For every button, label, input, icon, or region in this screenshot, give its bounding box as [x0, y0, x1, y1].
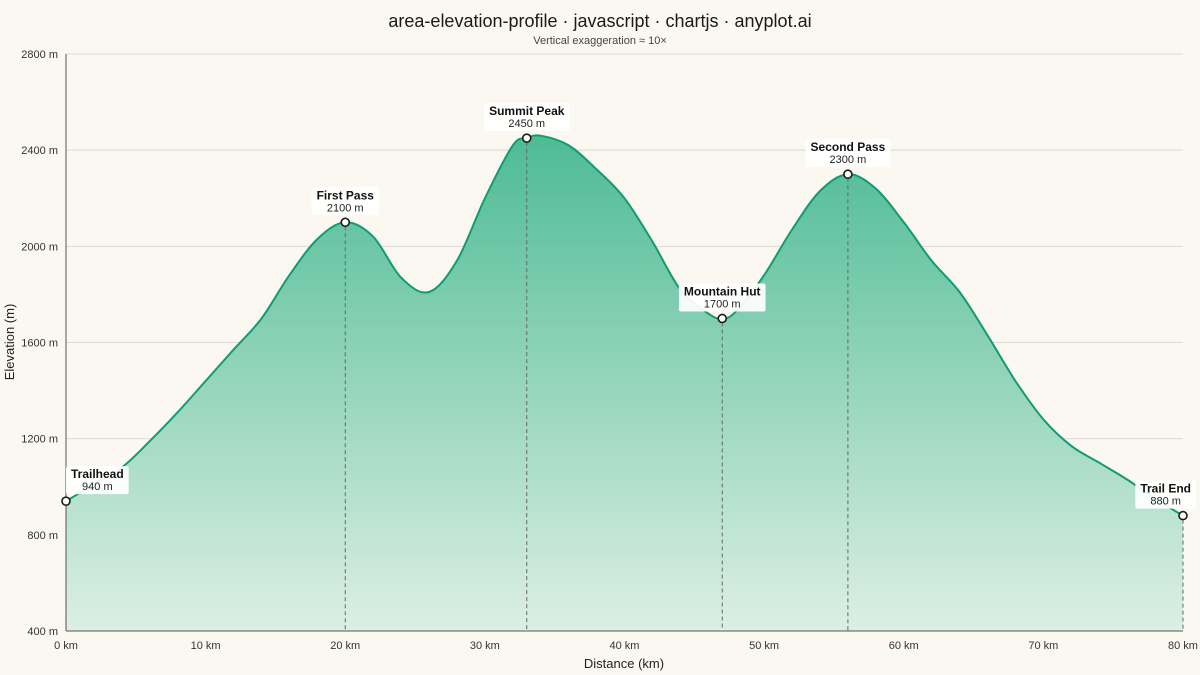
- x-tick-label: 0 km: [54, 640, 78, 652]
- x-tick-label: 40 km: [610, 640, 640, 652]
- waypoint-marker: [340, 217, 351, 228]
- area-fill: [66, 135, 1183, 631]
- axes: 400 m 800 m 1200 m 1600 m 2000 m 2400 m 2800 m…: [21, 49, 1198, 652]
- waypoint-marker: [61, 496, 71, 506]
- y-tick-label: 2400 m: [21, 145, 58, 157]
- y-tick-label: 400 m: [27, 626, 58, 638]
- x-tick-label: 60 km: [889, 640, 919, 652]
- x-tick-label: 50 km: [749, 640, 779, 652]
- waypoint-elevation: 1700 m: [704, 298, 741, 310]
- waypoint-elevation: 940 m: [82, 481, 113, 493]
- waypoint-drop-lines: [65, 142, 1184, 631]
- waypoint-elevation: 2450 m: [508, 118, 545, 130]
- waypoint-marker: [521, 133, 532, 143]
- y-tick-label: 1200 m: [21, 434, 58, 446]
- x-axis-label: Distance (km): [584, 656, 664, 671]
- waypoint-name: First Pass: [317, 188, 375, 202]
- waypoint-elevation: 880 m: [1150, 496, 1181, 508]
- waypoint-label-bg: [66, 466, 129, 495]
- waypoint-marker: [843, 169, 853, 180]
- profile-line: [65, 134, 1184, 517]
- waypoint-name: Trail End: [1140, 482, 1191, 496]
- waypoint-marker: [1178, 510, 1188, 521]
- chart-subtitle: Vertical exaggeration ≈ 10×: [533, 35, 667, 47]
- waypoint-name: Trailhead: [71, 467, 124, 481]
- x-tick-label: 70 km: [1028, 640, 1058, 652]
- y-tick-label: 800 m: [27, 530, 58, 542]
- y-axis-label: Elevation (m): [2, 304, 17, 381]
- x-tick-label: 80 km: [1168, 640, 1198, 652]
- waypoint-label-bg: [678, 283, 766, 312]
- x-tick-label: 10 km: [191, 640, 221, 652]
- waypoint-label-bg: [484, 103, 570, 132]
- area-series: [65, 134, 1184, 631]
- x-tick-label: 30 km: [470, 640, 500, 652]
- waypoint-marker: [717, 313, 728, 324]
- waypoint-name: Second Pass: [811, 140, 886, 154]
- y-tick-label: 2000 m: [21, 241, 58, 253]
- waypoint-label-bg: [1135, 480, 1196, 509]
- waypoint-elevation: 2100 m: [327, 202, 364, 214]
- y-tick-label: 1600 m: [21, 338, 58, 350]
- waypoint-label-bg: [311, 187, 379, 216]
- waypoint-elevation: 2300 m: [830, 154, 867, 166]
- waypoint-name: Mountain Hut: [684, 284, 761, 298]
- waypoint-name: Summit Peak: [489, 104, 565, 118]
- x-tick-label: 20 km: [330, 640, 360, 652]
- waypoint-label-bg: [805, 139, 891, 168]
- chart-title: area-elevation-profile · javascript · ch…: [388, 11, 811, 31]
- y-tick-label: 2800 m: [21, 49, 58, 61]
